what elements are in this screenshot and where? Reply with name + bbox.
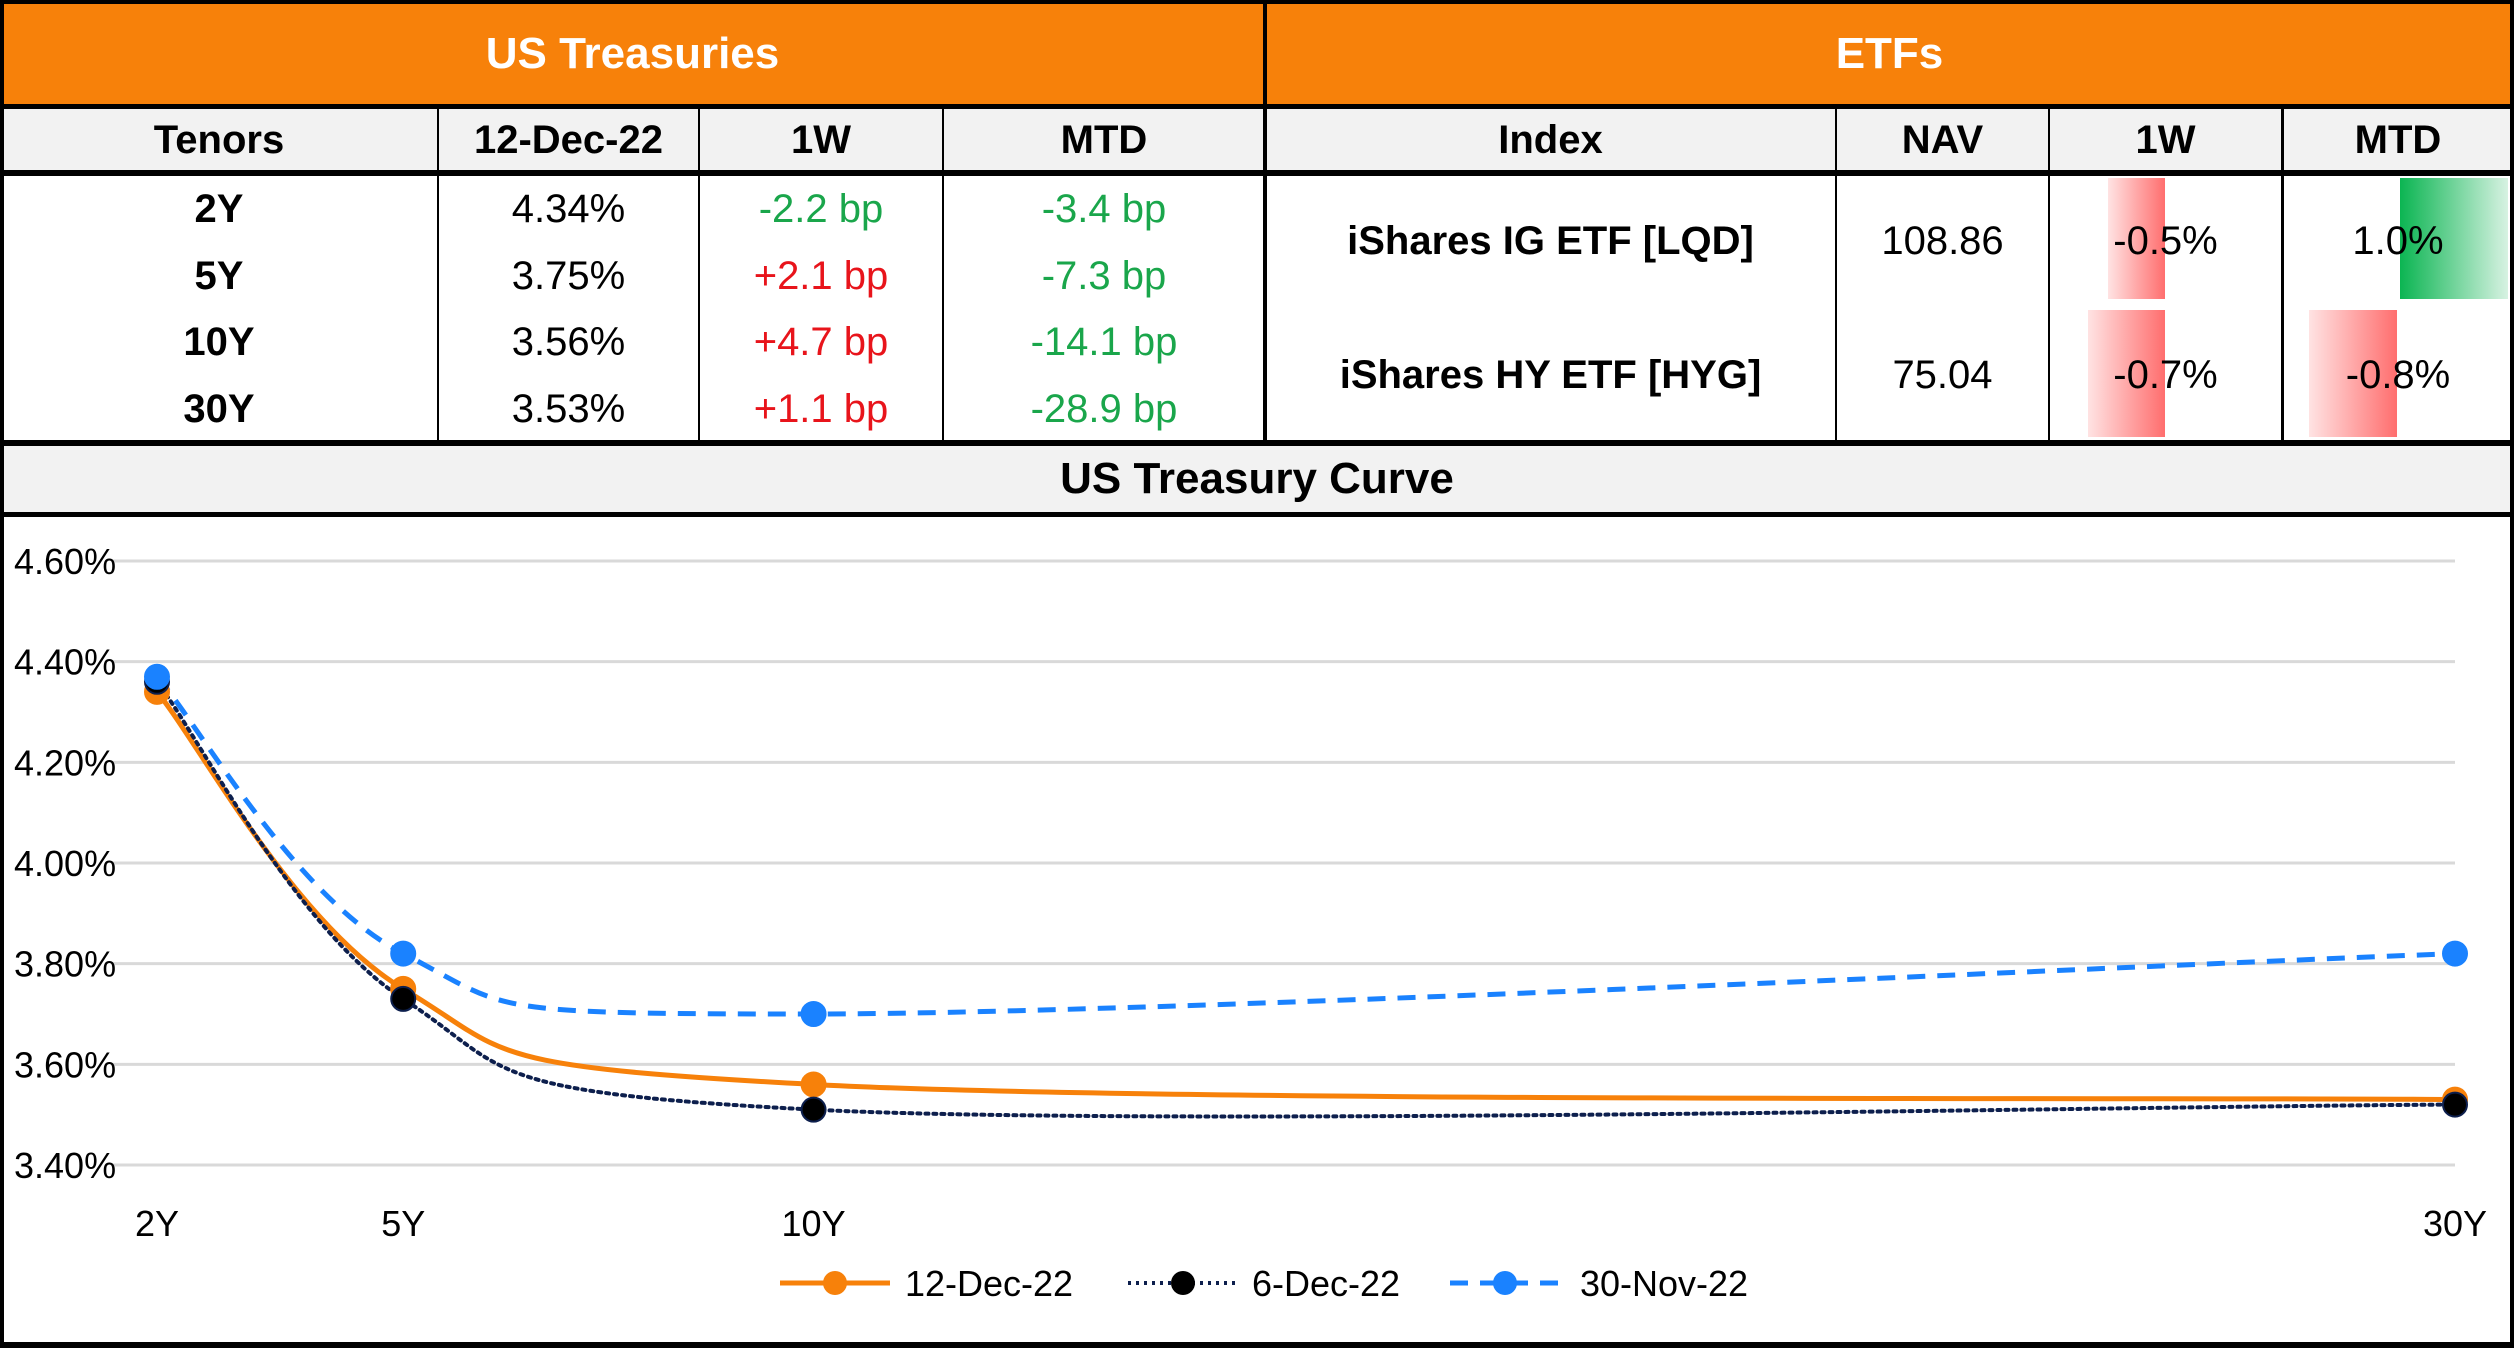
etf-mtd-cell: -0.8% xyxy=(2345,352,2451,397)
y-tick-label: 3.60% xyxy=(14,1044,116,1085)
data-point xyxy=(800,1096,827,1123)
header-etf-mtd: MTD xyxy=(2282,107,2514,173)
y-tick-label: 4.40% xyxy=(14,642,116,683)
y-tick-label: 3.40% xyxy=(14,1145,116,1186)
data-point xyxy=(2442,1091,2468,1118)
tenor-cell: 2Y xyxy=(194,186,244,231)
data-point xyxy=(390,985,417,1012)
data-point xyxy=(800,1071,827,1098)
legend-marker xyxy=(823,1271,847,1295)
y-tick-label: 4.00% xyxy=(14,843,116,884)
etf-index-cell: iShares HY ETF [HYG] xyxy=(1339,352,1762,397)
series-line-6-Dec-22 xyxy=(155,679,2457,1119)
yield-cell: 3.56% xyxy=(511,319,626,364)
data-point xyxy=(144,663,170,690)
x-tick-label: 30Y xyxy=(2423,1203,2487,1244)
treasury-curve-chart: 4.60% 4.40% 4.20% 4.00% 3.80% 3.60% 3.40% 2Y 5Y… xyxy=(14,541,2487,1304)
y-tick-label: 3.80% xyxy=(14,944,116,985)
etf-index-cell: iShares IG ETF [LQD] xyxy=(1347,218,1754,263)
change-mtd-cell: -28.9 bp xyxy=(1030,386,1178,431)
header-date: 12-Dec-22 xyxy=(438,107,699,173)
chart-title: US Treasury Curve xyxy=(0,443,2514,515)
etf-mtd-databar xyxy=(2309,310,2397,437)
etf-mtd-cell: 1.0% xyxy=(2352,218,2444,263)
tenor-cell: 30Y xyxy=(183,386,255,431)
header-1w: 1W xyxy=(699,107,943,173)
etfs-title: ETFs xyxy=(1835,28,1944,78)
etf-1w-databar xyxy=(2088,310,2165,437)
etf-1w-cell: -0.5% xyxy=(2113,218,2218,263)
header-tenors: Tenors xyxy=(0,107,438,173)
title-band xyxy=(0,0,2514,107)
data-point xyxy=(390,940,417,967)
etf-nav-cell: 75.04 xyxy=(1892,352,1993,397)
y-tick-label: 4.60% xyxy=(14,541,116,582)
series-line-12-Dec-22 xyxy=(155,690,2456,1103)
treasuries-title: US Treasuries xyxy=(485,28,780,78)
tenor-cell: 10Y xyxy=(183,319,255,364)
series-line-30-Nov-22 xyxy=(155,675,2456,1017)
change-mtd-cell: -7.3 bp xyxy=(1041,253,1167,298)
yield-cell: 3.75% xyxy=(511,253,626,298)
legend-marker xyxy=(1493,1271,1517,1295)
data-point xyxy=(800,1001,827,1027)
tenor-cell: 5Y xyxy=(194,253,244,298)
change-1w-cell: +1.1 bp xyxy=(753,386,889,431)
change-1w-cell: +2.1 bp xyxy=(753,253,889,298)
change-mtd-cell: -3.4 bp xyxy=(1041,186,1167,231)
etf-1w-cell: -0.7% xyxy=(2113,352,2218,397)
yield-cell: 4.34% xyxy=(511,186,626,231)
etf-1w-databar xyxy=(2108,178,2165,299)
yield-cell: 3.53% xyxy=(511,386,626,431)
legend-label: 6-Dec-22 xyxy=(1252,1263,1400,1304)
legend-label: 30-Nov-22 xyxy=(1580,1263,1748,1304)
x-tick-label: 10Y xyxy=(782,1203,846,1244)
header-etf-1w: 1W xyxy=(2049,107,2282,173)
legend-label: 12-Dec-22 xyxy=(905,1263,1073,1304)
change-1w-cell: +4.7 bp xyxy=(753,319,889,364)
etf-mtd-databar xyxy=(2400,178,2508,299)
header-mtd: MTD xyxy=(943,107,1265,173)
data-point xyxy=(2442,940,2468,967)
legend-marker xyxy=(1171,1271,1195,1295)
change-mtd-cell: -14.1 bp xyxy=(1030,319,1178,364)
change-1w-cell: -2.2 bp xyxy=(758,186,884,231)
header-index: Index xyxy=(1265,107,1836,173)
x-tick-label: 2Y xyxy=(135,1203,179,1244)
x-tick-label: 5Y xyxy=(381,1203,425,1244)
etf-nav-cell: 108.86 xyxy=(1881,218,2004,263)
header-nav: NAV xyxy=(1836,107,2049,173)
y-tick-label: 4.20% xyxy=(14,742,116,783)
